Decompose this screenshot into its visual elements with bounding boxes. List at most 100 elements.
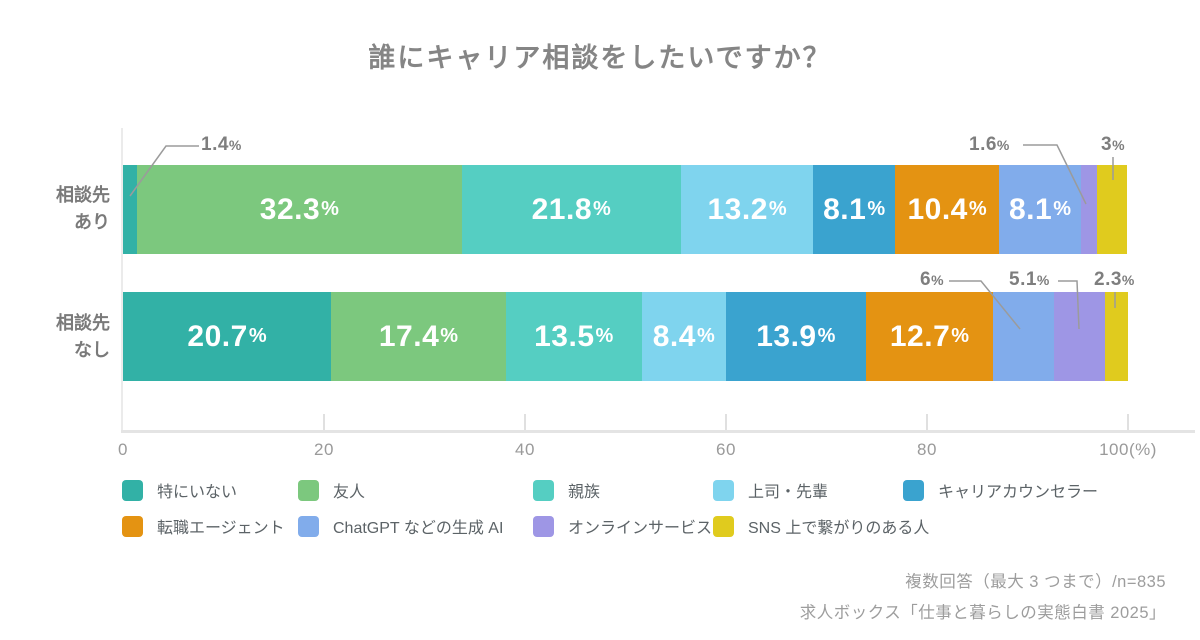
callout-percent-sign: % — [1121, 272, 1135, 288]
bar-segment — [1053, 292, 1105, 381]
callout-value: 1.4 — [201, 134, 229, 155]
legend-label: キャリアカウンセラー — [938, 484, 1099, 501]
legend-label: オンラインサービス — [568, 520, 713, 537]
legend-label: 友人 — [333, 484, 366, 501]
legend-item: 特にいない — [122, 478, 237, 502]
bar-segment: 10.4% — [894, 165, 1000, 254]
callout-value: 6 — [920, 269, 932, 290]
legend-swatch-icon — [533, 479, 554, 501]
axis-tick-label: 40 — [515, 440, 535, 459]
callout-percent-sign: % — [931, 272, 944, 288]
segment-percent-sign: % — [867, 198, 886, 220]
segment-percent-sign: % — [593, 198, 611, 220]
segment-value: 13.5 — [534, 319, 595, 353]
callout-value-label: 2.3% — [1094, 269, 1134, 291]
callout-value-label: 5.1% — [1009, 269, 1049, 291]
segment-value: 8.1 — [1009, 192, 1053, 226]
legend-label: SNS 上で繋がりのある人 — [748, 520, 930, 537]
callout-value: 3 — [1101, 134, 1113, 155]
axis-tick-label: 80 — [917, 440, 937, 459]
segment-percent-sign: % — [321, 198, 339, 220]
segment-percent-sign: % — [440, 325, 459, 347]
segment-value: 13.2 — [707, 192, 768, 226]
callout-value-label: 1.4% — [201, 134, 241, 156]
bar-segment — [1104, 292, 1128, 381]
axis-tick-label: 100(%) — [1099, 440, 1157, 459]
legend-label: ChatGPT などの生成 AI — [333, 520, 504, 537]
segment-percent-sign: % — [951, 325, 970, 347]
segment-value: 12.7 — [889, 319, 951, 353]
category-label-with-advisor: 相談先 あり — [56, 185, 110, 232]
segment-percent-sign: % — [1053, 198, 1072, 220]
bar-segment: 20.7% — [123, 292, 332, 381]
legend-item: SNS 上で繋がりのある人 — [713, 514, 929, 538]
legend-swatch-icon — [533, 515, 554, 537]
legend-swatch-icon — [298, 479, 319, 501]
segment-percent-sign: % — [595, 325, 614, 347]
source-note-line1: 複数回答（最大 3 つまで）/n=835 — [905, 573, 1166, 591]
bar-segment: 17.4% — [331, 292, 506, 381]
legend-item: ChatGPT などの生成 AI — [298, 514, 503, 538]
legend-swatch-icon — [298, 515, 319, 537]
bar-segment: 13.5% — [505, 292, 642, 381]
axis-tick-mark — [323, 414, 325, 430]
bar-segment — [993, 292, 1054, 381]
callout-value-label: 3% — [1101, 134, 1125, 156]
bar-segment: 12.7% — [865, 292, 994, 381]
axis-tick-label: 0 — [118, 440, 128, 459]
segment-percent-sign: % — [968, 198, 987, 220]
segment-percent-sign: % — [696, 325, 715, 347]
callout-value: 2.3 — [1094, 269, 1122, 290]
legend-item: 親族 — [533, 478, 600, 502]
bar-segment: 8.4% — [641, 292, 726, 381]
bar-no-advisor: 20.7% 17.4% 13.5% 8.4% 13.9% 12.7% — [123, 292, 1128, 381]
axis-tick-mark — [1127, 414, 1129, 430]
bar-segment — [123, 165, 138, 254]
bar-segment: 8.1% — [999, 165, 1081, 254]
bar-segment — [1080, 165, 1097, 254]
segment-value: 8.1 — [823, 192, 867, 226]
segment-percent-sign: % — [768, 198, 787, 220]
legend-item: 上司・先輩 — [713, 478, 828, 502]
source-note-line2: 求人ボックス「仕事と暮らしの実態白書 2025」 — [799, 603, 1166, 622]
callout-percent-sign: % — [1112, 137, 1125, 153]
legend-label: 親族 — [568, 484, 601, 501]
segment-value: 10.4 — [907, 192, 968, 226]
legend-label: 上司・先輩 — [748, 484, 829, 501]
source-note: 複数回答（最大 3 つまで）/n=835 求人ボックス「仕事と暮らしの実態白書 … — [800, 567, 1166, 628]
axis-tick-mark — [524, 414, 526, 430]
bar-with-advisor: 32.3% 21.8% 13.2% 8.1% 10.4% 8.1% — [123, 165, 1127, 254]
axis-tick-mark — [725, 414, 727, 430]
bar-segment: 8.1% — [813, 165, 895, 254]
callout-value-label: 1.6% — [969, 134, 1009, 156]
legend-swatch-icon — [903, 479, 924, 501]
bar-segment: 32.3% — [137, 165, 462, 254]
legend-swatch-icon — [713, 515, 734, 537]
axis-tick-label: 60 — [716, 440, 736, 459]
segment-percent-sign: % — [817, 325, 836, 347]
segment-value: 13.9 — [756, 319, 817, 353]
segment-value: 17.4 — [378, 319, 440, 353]
callout-percent-sign: % — [1036, 272, 1050, 288]
bar-segment: 21.8% — [461, 165, 681, 254]
legend-label: 特にいない — [157, 484, 238, 501]
bar-segment: 13.2% — [680, 165, 814, 254]
axis-tick-label: 20 — [314, 440, 334, 459]
y-axis-line — [121, 128, 123, 432]
legend-swatch-icon — [122, 515, 143, 537]
legend-item: 転職エージェント — [122, 514, 285, 538]
legend-swatch-icon — [713, 479, 734, 501]
chart-title: 誰にキャリア相談をしたいですか？ — [368, 43, 832, 73]
segment-value: 32.3 — [259, 192, 321, 226]
legend-swatch-icon — [122, 479, 143, 501]
bar-segment: 13.9% — [725, 292, 866, 381]
callout-value: 1.6 — [969, 134, 997, 155]
segment-value: 8.4 — [652, 319, 696, 353]
segment-percent-sign: % — [248, 325, 267, 347]
callout-value: 5.1 — [1009, 269, 1037, 290]
segment-value: 20.7 — [187, 319, 248, 353]
callout-value-label: 6% — [920, 269, 944, 291]
callout-percent-sign: % — [996, 137, 1010, 153]
axis-tick-mark — [926, 414, 928, 430]
